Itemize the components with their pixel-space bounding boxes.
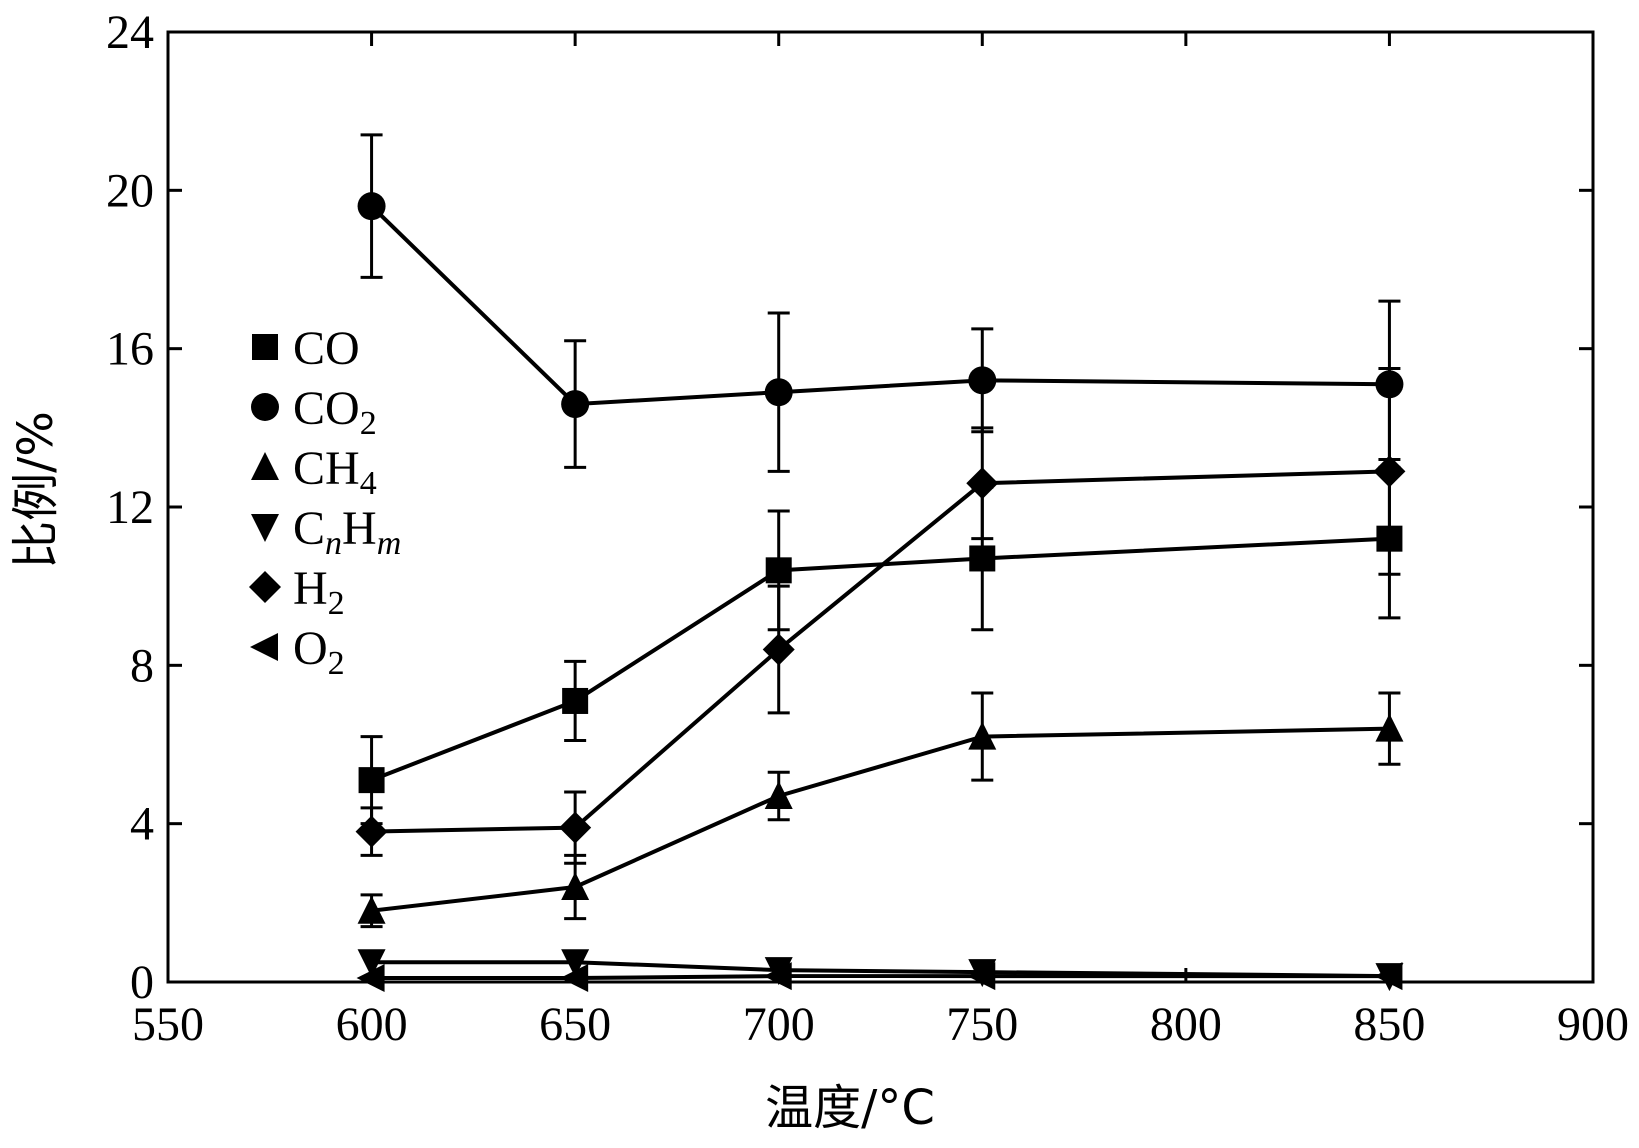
legend-marker — [250, 633, 278, 661]
data-point — [969, 545, 996, 572]
legend-item: CO2 — [251, 382, 377, 442]
data-point — [357, 895, 386, 924]
data-point — [967, 962, 996, 991]
x-tick-label: 750 — [946, 998, 1018, 1051]
legend-label-sub: 2 — [328, 585, 345, 622]
y-tick-label: 24 — [106, 6, 154, 59]
series-cnhm — [357, 949, 1404, 992]
legend-item: CH4 — [251, 442, 377, 502]
data-point — [561, 949, 590, 978]
y-tick-label: 16 — [106, 323, 154, 376]
x-axis-title: 温度/°C — [765, 1080, 935, 1136]
data-point — [559, 811, 592, 844]
data-point — [560, 964, 589, 993]
plot-frame — [166, 30, 1595, 984]
series-line — [371, 974, 1390, 981]
legend-marker — [251, 393, 279, 421]
series-ch4 — [357, 691, 1404, 929]
legend-marker — [251, 452, 279, 480]
legend-item: H2 — [249, 562, 345, 622]
legend-label-main: CO — [293, 382, 360, 435]
legend-label-main: CH — [293, 442, 360, 495]
data-point — [764, 378, 793, 407]
legend-label: CnHm — [293, 502, 401, 562]
legend-label-sub: 4 — [360, 465, 377, 502]
x-tick-label: 700 — [743, 998, 815, 1051]
legend-label: H2 — [293, 562, 345, 622]
data-point — [762, 633, 795, 666]
data-point — [1374, 962, 1403, 991]
legend-label-main: O — [293, 622, 328, 675]
x-tick-label: 550 — [132, 998, 204, 1051]
x-tick-label: 800 — [1150, 998, 1222, 1051]
series-line — [370, 536, 1390, 782]
series-co2 — [357, 133, 1404, 473]
legend-label-main: CO — [293, 322, 360, 375]
legend-label-sub: 2 — [360, 405, 377, 442]
data-point — [561, 390, 590, 419]
legend-marker — [251, 514, 279, 542]
y-tick-label: 0 — [130, 956, 154, 1009]
data-point — [357, 192, 386, 221]
data-point — [356, 964, 385, 993]
y-tick-label: 12 — [106, 481, 154, 534]
series-line — [371, 960, 1390, 979]
legend-label-part: H — [342, 502, 377, 555]
y-axis-title: 比例/% — [8, 411, 64, 569]
series-line — [371, 469, 1390, 834]
series-line — [370, 204, 1390, 407]
y-tick-label: 8 — [130, 639, 154, 692]
data-point — [765, 557, 792, 584]
series-h2 — [355, 366, 1406, 865]
data-point — [357, 949, 386, 978]
legend-item: CO — [252, 322, 360, 375]
data-point — [968, 366, 997, 395]
y-tick-label: 4 — [130, 798, 154, 851]
series-line — [371, 726, 1390, 913]
legend-label: O2 — [293, 622, 345, 682]
x-tick-label: 900 — [1557, 998, 1629, 1051]
legend-label-part: n — [325, 525, 342, 562]
x-tick-label: 600 — [336, 998, 408, 1051]
legend-item: O2 — [250, 622, 345, 682]
legend-label: CH4 — [293, 442, 377, 502]
legend-marker — [249, 571, 281, 603]
data-point — [1373, 455, 1406, 488]
legend-label: CO — [293, 322, 360, 375]
data-point — [1375, 713, 1404, 742]
y-tick-label: 20 — [106, 164, 154, 217]
legend-label-part: C — [293, 502, 325, 555]
legend-label: CO2 — [293, 382, 377, 442]
data-point — [561, 872, 590, 900]
legend-label-part: m — [377, 525, 402, 562]
data-point — [355, 815, 388, 848]
data-point — [562, 687, 589, 714]
legend-label-main: H — [293, 562, 328, 615]
data-point — [358, 767, 385, 794]
series-o2 — [356, 962, 1403, 993]
legend-marker — [252, 334, 278, 360]
data-point — [966, 467, 999, 500]
data-point — [968, 721, 997, 750]
x-tick-label: 850 — [1353, 998, 1425, 1051]
data-point — [764, 780, 793, 809]
legend-label-sub: 2 — [328, 645, 345, 682]
data-point — [763, 962, 792, 991]
series-co — [358, 458, 1403, 826]
x-tick-label: 650 — [539, 998, 611, 1051]
legend-item: CnHm — [251, 502, 401, 562]
